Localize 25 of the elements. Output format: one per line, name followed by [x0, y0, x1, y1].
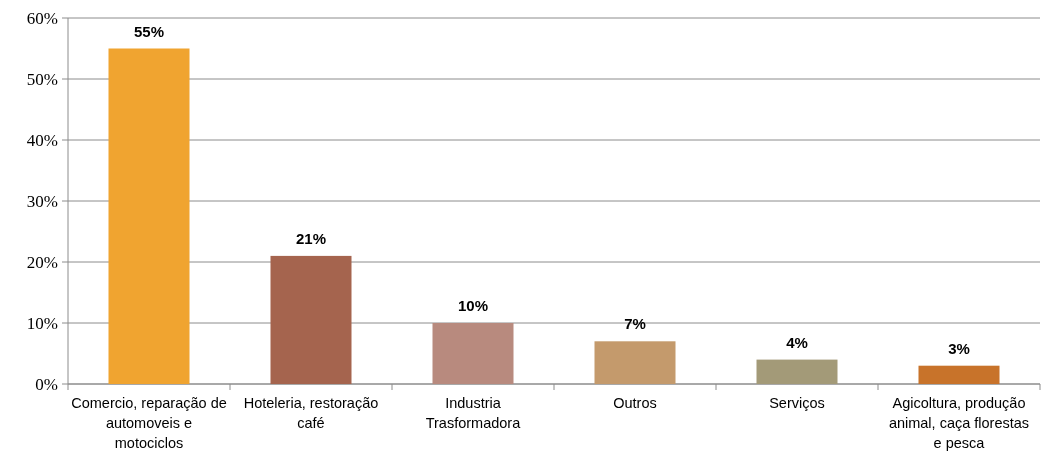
y-tick-label: 30%: [26, 191, 58, 211]
bar: [270, 255, 352, 384]
x-tick-label: Agicoltura, produção animal, caça florestas e pesca: [888, 395, 1030, 451]
data-label: 4%: [786, 333, 808, 351]
x-tick-label: Serviços: [769, 395, 825, 411]
y-tick-label: 20%: [26, 252, 58, 272]
bar: [594, 341, 676, 384]
y-tick-label: 10%: [26, 313, 58, 333]
bar: [918, 365, 1000, 384]
data-label: 10%: [457, 297, 489, 314]
y-tick-label: 60%: [26, 8, 58, 28]
data-label: 21%: [295, 229, 327, 247]
y-tick-label: 40%: [26, 130, 58, 150]
data-label: 55%: [133, 22, 165, 40]
x-tick-label: Comercio, reparação de automoveis e motociclos: [71, 395, 227, 451]
bar: [108, 48, 190, 384]
y-tick-label: 50%: [26, 69, 58, 89]
bar: [756, 359, 838, 384]
bar: [432, 323, 514, 384]
x-tick-label: Hoteleria, restoração café: [243, 395, 379, 431]
data-label: 3%: [948, 339, 970, 357]
x-tick-label: Industria Trasformadora: [425, 395, 522, 431]
data-label: 7%: [624, 315, 646, 333]
x-tick-label: Outros: [613, 395, 657, 411]
y-tick-label: 0%: [35, 374, 58, 394]
